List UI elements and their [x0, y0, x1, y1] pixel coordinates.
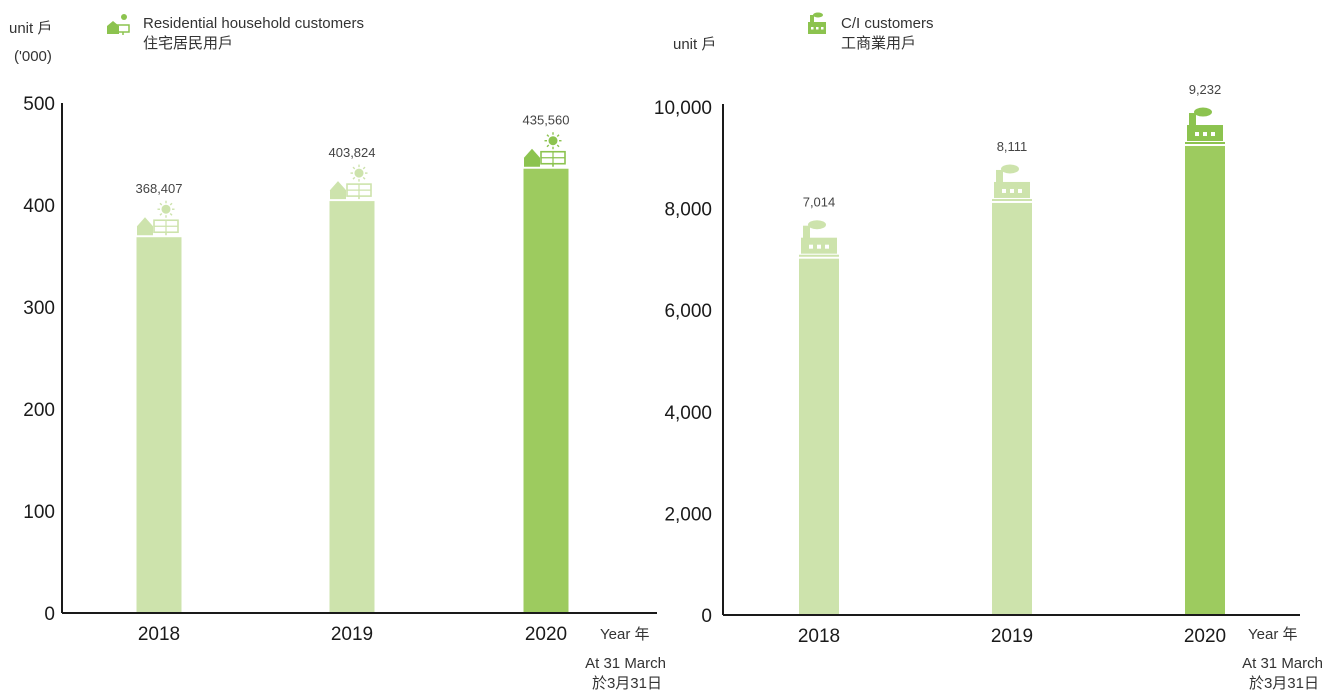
date-note-zh: 於3月31日 — [592, 675, 662, 690]
y-tick-label: 300 — [23, 298, 55, 319]
data-label: 7,014 — [803, 195, 836, 210]
y-tick-label: 0 — [701, 606, 712, 627]
date-note-zh: 於3月31日 — [1249, 675, 1319, 690]
legend-label-zh: 工商業用戶 — [841, 35, 916, 52]
legend-label-zh: 住宅居民用戶 — [143, 35, 233, 52]
data-label: 368,407 — [136, 181, 183, 196]
y-tick-label: 400 — [23, 196, 55, 217]
factory-icon — [1185, 107, 1225, 145]
factory-icon — [992, 164, 1032, 201]
legend-label-en: C/I customers — [841, 15, 934, 32]
house-solar-icon — [524, 132, 566, 167]
x-tick-label: 2020 — [1184, 626, 1226, 647]
date-note-en: At 31 March — [1242, 655, 1323, 672]
bar-2019 — [992, 202, 1032, 616]
bar-2020 — [1185, 146, 1225, 615]
y-axis-ticks: 0 2,000 4,000 6,000 8,000 10,000 — [654, 98, 712, 627]
data-label: 403,824 — [329, 145, 376, 160]
bar-2018 — [799, 258, 839, 615]
house-solar-icon — [137, 200, 179, 236]
y-tick-label: 0 — [44, 604, 55, 625]
bars: 368,407 2018 403,824 2019 435,560 2020 — [136, 113, 570, 645]
y-tick-label: 10,000 — [654, 98, 712, 119]
bar-2018 — [136, 237, 182, 613]
y-tick-label: 500 — [23, 94, 55, 115]
y-axis-unit-note: ('000) — [14, 48, 52, 65]
x-tick-label: 2019 — [991, 626, 1033, 647]
y-tick-label: 200 — [23, 400, 55, 421]
y-axis-unit: unit 戶 — [673, 36, 716, 53]
ci-chart: C/I customers 工商業用戶 unit 戶 0 2,000 4,000 6,… — [654, 12, 1323, 690]
date-note-en: At 31 March — [585, 655, 666, 672]
y-axis-unit: unit 戶 — [9, 20, 52, 37]
residential-legend: Residential household customers 住宅居民用戶 — [107, 14, 364, 52]
legend-label-en: Residential household customers — [143, 15, 364, 32]
bar-2020 — [523, 168, 569, 613]
data-label: 435,560 — [523, 113, 570, 128]
bar-2019 — [329, 201, 375, 613]
y-tick-label: 8,000 — [664, 200, 712, 221]
x-tick-label: 2018 — [798, 626, 840, 647]
data-label: 8,111 — [997, 139, 1028, 154]
y-axis-ticks: 0 100 200 300 400 500 — [23, 94, 55, 625]
residential-chart: Residential household customers 住宅居民用戶 u… — [9, 14, 666, 690]
x-axis-title: Year 年 — [600, 626, 649, 643]
x-tick-label: 2020 — [525, 624, 567, 645]
y-tick-label: 4,000 — [664, 403, 712, 424]
y-tick-label: 6,000 — [664, 301, 712, 322]
data-label: 9,232 — [1189, 82, 1222, 97]
bars: 7,014 2018 8,111 2019 9,232 2020 — [798, 82, 1226, 647]
x-tick-label: 2019 — [331, 624, 373, 645]
ci-legend: C/I customers 工商業用戶 — [808, 12, 934, 52]
house-solar-icon — [107, 14, 130, 35]
x-axis-title: Year 年 — [1248, 626, 1297, 643]
house-solar-icon — [330, 164, 372, 200]
factory-icon — [799, 220, 839, 257]
y-tick-label: 2,000 — [664, 504, 712, 525]
factory-icon — [808, 12, 826, 34]
y-tick-label: 100 — [23, 502, 55, 523]
x-tick-label: 2018 — [138, 624, 180, 645]
